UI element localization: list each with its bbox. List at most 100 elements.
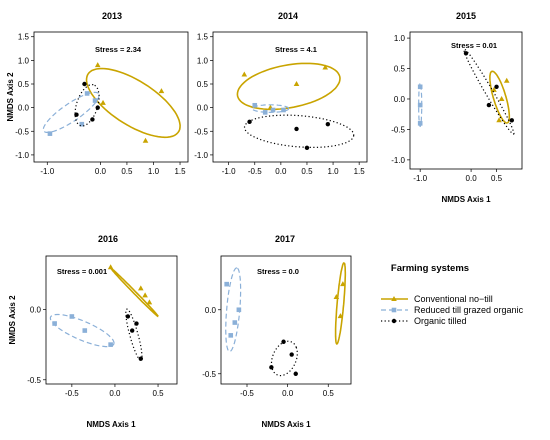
ellipse-org-2016 — [125, 308, 143, 362]
x-tick-label-2013: 0.0 — [95, 167, 107, 176]
point-red-2017 — [232, 320, 238, 325]
point-red-2014 — [262, 110, 268, 115]
y-axis-label-2013: NMDS Axis 2 — [6, 72, 15, 122]
legend-item-red: Reduced till grazed organic — [381, 305, 524, 315]
y-tick-label-2013: 0.0 — [18, 104, 30, 113]
panel-2013: 2013 Stress = 2.34 NMDS Axis 2 -1.0 0.0 0.… — [6, 11, 189, 176]
point-org-2015 — [486, 102, 492, 108]
point-conv-2013 — [158, 88, 165, 94]
panel-2017: 2017 Stress = 0.0 NMDS Axis 1 -0.5 0.0 0.5… — [202, 234, 352, 429]
legend-marker-org — [391, 318, 397, 324]
x-tick-label-2014: 1.0 — [328, 167, 340, 176]
point-org-2016 — [125, 314, 131, 319]
stress-label-2014: Stress = 4.1 — [275, 45, 317, 54]
point-org-2013 — [95, 105, 100, 110]
y-tick-label-2015: -1.0 — [391, 156, 405, 165]
point-org-2014 — [247, 119, 252, 125]
panel-title-2013: 2013 — [102, 11, 122, 21]
panel-2014: 2014 Stress = 4.1 -1.0 -0.5 0.0 0.5 1.0 1.5-1… — [194, 11, 368, 176]
point-red-2015 — [417, 121, 423, 126]
point-org-2015 — [463, 51, 469, 56]
ticks-2016: -0.5 0.0 0.5 -0.5 0.0 — [27, 305, 164, 398]
y-tick-label-2013: -1.0 — [15, 151, 29, 160]
point-conv-2013 — [100, 99, 106, 105]
point-red-2017 — [228, 333, 234, 338]
point-org-2016 — [134, 321, 139, 326]
x-tick-label-2015: 0.5 — [491, 174, 503, 183]
point-red-2014 — [281, 107, 286, 113]
point-org-2014 — [325, 121, 331, 127]
point-conv-2013 — [142, 137, 149, 143]
point-org-2014 — [294, 126, 299, 132]
y-tick-label-2014: 1.0 — [197, 56, 209, 65]
x-tick-label-2017: 0.5 — [323, 389, 335, 398]
point-org-2015 — [494, 84, 499, 90]
point-conv-2013 — [94, 62, 101, 68]
y-tick-label-2015: 1.0 — [394, 34, 406, 43]
y-tick-label-2014: -1.0 — [194, 151, 208, 160]
point-red-2013 — [84, 91, 90, 96]
point-org-2015 — [509, 118, 515, 123]
point-red-2014 — [270, 107, 276, 113]
point-org-2013 — [74, 112, 79, 117]
point-red-2014 — [252, 102, 258, 108]
ellipse-org-2014 — [243, 114, 355, 148]
x-tick-label-2017: 0.0 — [282, 389, 294, 398]
x-tick-label-2015: 0.0 — [466, 174, 478, 183]
panel-2016: 2016 Stress = 0.001 NMDS Axis 2 NMDS Axi… — [8, 234, 178, 429]
point-conv-2016 — [142, 292, 148, 298]
x-tick-label-2017: -0.5 — [240, 389, 254, 398]
plot-frame-2017 — [220, 255, 352, 385]
ticks-2017: -0.5 0.0 0.5 -0.5 0.0 — [202, 306, 334, 398]
point-red-2015 — [417, 102, 423, 108]
x-tick-label-2015: -1.0 — [413, 174, 427, 183]
y-tick-label-2014: 0.5 — [197, 80, 209, 89]
point-red-2013 — [79, 121, 85, 127]
legend-label-org: Organic tilled — [414, 316, 467, 326]
panel-2015: 2015 Stress = 0.01 NMDS Axis 1 -1.0 0.0 0.… — [391, 11, 523, 204]
x-tick-label-2016: -0.5 — [65, 389, 79, 398]
legend-title: Farming systems — [391, 263, 469, 274]
x-tick-label-2014: -0.5 — [248, 167, 262, 176]
point-org-2017 — [289, 352, 294, 357]
y-tick-label-2014: 1.5 — [197, 33, 209, 42]
ellipse-conv-2013 — [85, 67, 181, 139]
ellipse-red-2015 — [418, 83, 423, 128]
y-tick-label-2014: 0.0 — [197, 104, 209, 113]
stress-label-2015: Stress = 0.01 — [451, 41, 497, 50]
point-conv-2016 — [138, 285, 144, 291]
panel-title-2017: 2017 — [275, 234, 295, 244]
marks-2016 — [49, 264, 159, 362]
plot-frame-2015 — [409, 31, 523, 170]
point-red-2017 — [224, 281, 229, 287]
stress-label-2013: Stress = 2.34 — [95, 45, 142, 54]
ellipse-conv-2015 — [489, 70, 511, 124]
x-tick-label-2016: 0.0 — [109, 389, 121, 398]
point-conv-2014 — [241, 71, 248, 77]
point-red-2013 — [47, 131, 53, 136]
point-red-2016 — [82, 328, 88, 333]
ticks-2014: -1.0 -0.5 0.0 0.5 1.0 1.5 -1.0 -0.5 0.0 0.5 1.0 1.5 — [194, 33, 365, 176]
point-conv-2015 — [503, 77, 510, 83]
point-conv-2015 — [491, 86, 497, 92]
plot-frame-2013 — [33, 31, 189, 163]
panel-title-2016: 2016 — [98, 234, 118, 244]
legend-label-conv: Conventional no−till — [414, 294, 493, 304]
legend-marker-red — [391, 307, 397, 313]
y-tick-label-2017: 0.0 — [205, 306, 217, 315]
marks-2015 — [417, 48, 515, 135]
point-conv-2014 — [293, 81, 300, 86]
ellipse-red-2016 — [49, 313, 115, 348]
y-tick-label-2013: 1.5 — [18, 33, 30, 42]
x-tick-label-2013: -1.0 — [40, 167, 54, 176]
legend-item-org: Organic tilled — [381, 316, 467, 326]
y-tick-label-2015: 0.5 — [394, 65, 406, 74]
y-tick-label-2016: 0.0 — [30, 305, 42, 314]
x-axis-label-2016: NMDS Axis 1 — [86, 420, 136, 429]
x-tick-label-2014: 1.5 — [354, 167, 366, 176]
x-tick-label-2014: 0.0 — [275, 167, 287, 176]
point-org-2013 — [82, 81, 87, 87]
ticks-2013: -1.0 0.0 0.5 1.0 1.5 -1.0 -0.5 0.0 0.5 1.0 1.5 — [15, 33, 186, 176]
point-conv-2017 — [333, 293, 340, 299]
ellipse-conv-2014 — [236, 62, 341, 111]
